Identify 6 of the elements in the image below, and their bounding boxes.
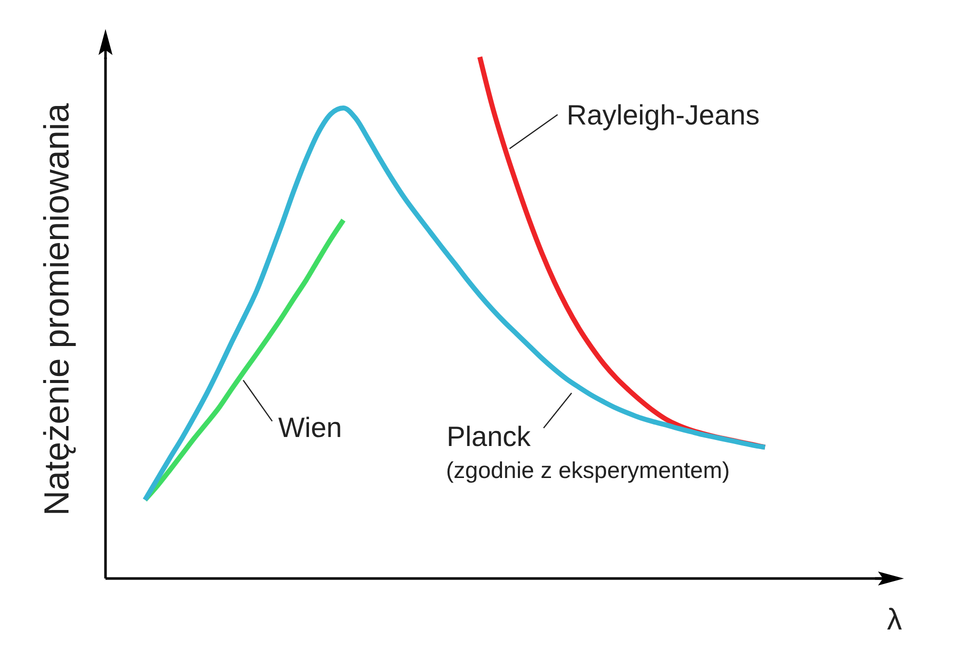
series-label: Wien: [278, 412, 342, 444]
text: Rayleigh-Jeans: [566, 100, 760, 131]
y-axis-title: Natężenie promieniowania: [38, 102, 76, 516]
x-axis-title: λ: [887, 604, 902, 636]
series-label: Planck: [446, 420, 532, 452]
annotation: (zgodnie z eksperymentem): [446, 457, 730, 483]
